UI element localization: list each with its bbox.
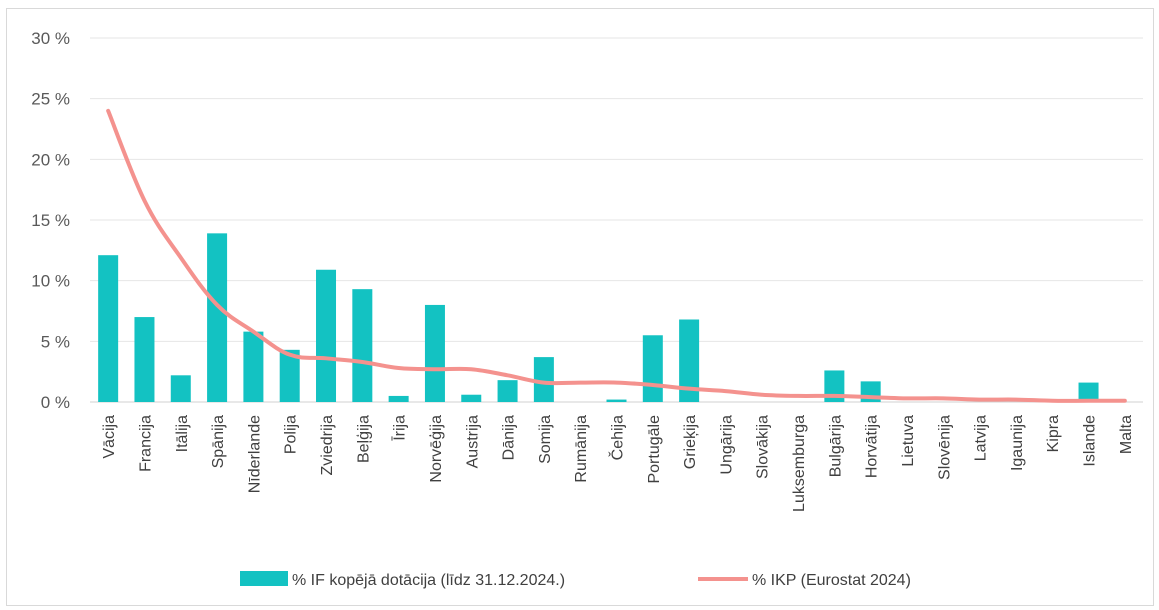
bar [497,380,518,402]
line-series [106,108,1127,403]
y-axis-ticks: 0 % 5 % 10 % 15 % 20 % 25 % 30 % [31,29,70,412]
x-tick-label: Latvija [973,415,990,461]
bar [98,255,119,402]
x-tick-label: Rumānija [573,415,590,483]
y-tick-label: 20 % [31,150,70,169]
bar [243,331,264,402]
x-tick-label: Slovākija [755,415,772,479]
bar [461,394,482,402]
y-tick-label: 5 % [41,332,70,351]
x-tick-label: Polija [283,415,300,454]
x-tick-label: Luksemburga [791,415,808,512]
x-tick-label: Grieķija [682,415,699,469]
x-tick-label: Austrija [464,415,481,468]
bar [606,399,627,402]
bar-series [98,233,1099,402]
x-tick-label: Zviedrija [319,415,336,476]
y-tick-label: 15 % [31,211,70,230]
x-tick-label: Spānija [210,415,227,468]
x-tick-label: Vācija [101,415,118,459]
x-tick-label: Itālija [174,415,191,452]
x-tick-label: Islande [1082,415,1099,467]
x-tick-label: Slovēnija [936,415,953,480]
y-tick-label: 0 % [41,393,70,412]
x-tick-label: Īrija [391,415,409,441]
x-tick-label: Portugāle [646,415,663,484]
legend-label-bar: % IF kopējā dotācija (līdz 31.12.2024.) [292,572,565,589]
bar [388,395,409,402]
x-tick-label: Igaunija [1009,415,1026,471]
x-tick-label: Dānija [501,415,518,460]
bar [279,349,300,402]
x-tick-label: Ungārija [718,415,735,475]
bar [352,289,373,402]
bar [533,357,554,402]
y-tick-label: 25 % [31,90,70,109]
bar [679,319,700,402]
x-tick-label: Beļģija [354,415,372,463]
chart-frame [6,8,1154,606]
x-tick-label: Bulgārija [827,415,844,477]
x-tick-label: Nīderlande [246,415,263,493]
x-tick-label: Malta [1118,415,1135,454]
bar [1078,382,1099,402]
y-tick-label: 10 % [31,272,70,291]
bar [316,269,337,402]
x-tick-label: Norvēģija [427,415,445,483]
x-tick-label: Horvātija [864,415,881,478]
bar [642,335,663,402]
line-path [106,108,1127,403]
y-tick-label: 30 % [31,29,70,48]
bar [134,317,155,402]
bar [170,375,191,402]
x-tick-label: Francija [137,415,154,472]
x-axis-ticks: Vācija Francija Itālija Spānija Nīderlande Po… [101,415,1135,512]
x-tick-label: Kipra [1045,415,1062,452]
x-tick-label: Čehija [608,415,627,460]
x-tick-label: Lietuva [900,415,917,467]
bar [207,233,228,402]
legend-swatch-bar [240,571,288,586]
bar [424,304,445,402]
legend: % IF kopējā dotācija (līdz 31.12.2024.) … [240,571,911,589]
legend-label-line: % IKP (Eurostat 2024) [752,572,911,589]
x-tick-label: Somija [537,415,554,464]
